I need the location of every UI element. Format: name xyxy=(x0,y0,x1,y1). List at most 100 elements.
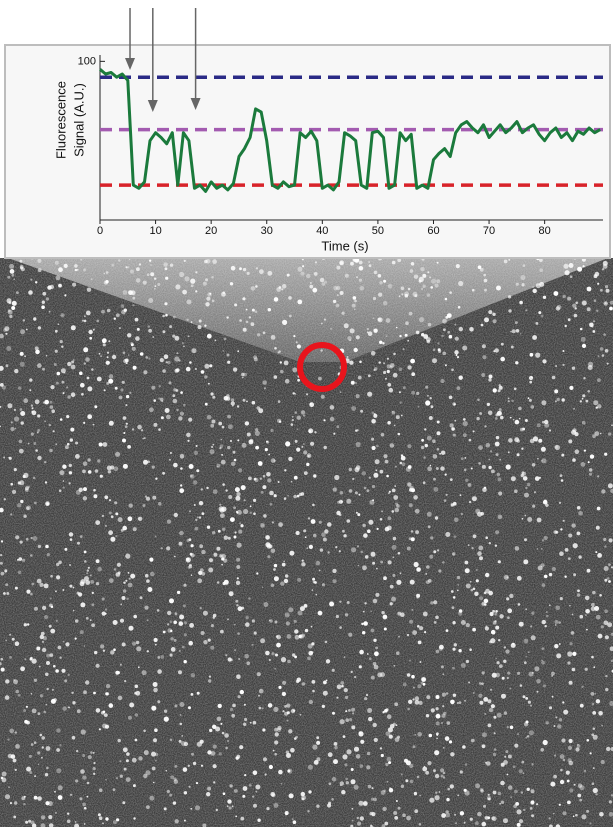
fluorescent-spot xyxy=(600,288,603,292)
fluorescent-spot xyxy=(151,751,156,757)
fluorescent-spot xyxy=(437,549,440,552)
fluorescent-spot xyxy=(286,703,291,708)
fluorescent-spot xyxy=(280,581,285,586)
fluorescent-spot xyxy=(521,760,525,764)
fluorescent-spot xyxy=(4,326,10,332)
fluorescent-spot xyxy=(201,549,206,555)
fluorescent-spot xyxy=(507,397,510,400)
fluorescent-spot xyxy=(316,757,321,762)
fluorescent-spot xyxy=(472,627,476,632)
fluorescent-spot xyxy=(418,823,422,826)
fluorescent-spot xyxy=(478,682,482,685)
fluorescent-spot xyxy=(307,643,313,649)
fluorescent-spot xyxy=(417,732,423,737)
fluorescent-spot xyxy=(507,785,513,790)
fluorescent-spot xyxy=(212,613,217,618)
fluorescent-spot xyxy=(56,768,62,774)
fluorescent-spot xyxy=(105,778,107,781)
fluorescent-spot xyxy=(173,555,176,558)
fluorescent-spot xyxy=(389,602,393,606)
fluorescent-spot xyxy=(121,380,125,384)
fluorescent-spot xyxy=(189,361,192,364)
fluorescent-spot xyxy=(99,474,103,478)
fluorescent-spot xyxy=(220,438,223,441)
fluorescent-spot xyxy=(248,476,252,481)
fluorescent-spot xyxy=(76,749,79,753)
fluorescent-spot xyxy=(157,700,161,704)
fluorescent-spot xyxy=(559,474,563,477)
fluorescent-spot xyxy=(593,666,596,669)
fluorescent-spot xyxy=(603,620,609,626)
fluorescent-spot xyxy=(148,357,151,360)
fluorescent-spot xyxy=(562,363,565,367)
fluorescent-spot xyxy=(609,646,613,651)
fluorescent-spot xyxy=(262,485,267,490)
fluorescent-spot xyxy=(408,537,412,541)
fluorescent-spot xyxy=(548,572,553,577)
fluorescent-spot xyxy=(342,529,345,533)
fluorescent-spot xyxy=(142,437,145,440)
fluorescent-spot xyxy=(568,533,573,538)
fluorescent-spot xyxy=(280,782,283,785)
fluorescent-spot xyxy=(144,573,149,578)
fluorescent-spot xyxy=(48,815,53,820)
fluorescent-spot xyxy=(595,525,600,530)
fluorescent-spot xyxy=(290,423,294,426)
fluorescent-spot xyxy=(115,313,120,318)
fluorescent-spot xyxy=(271,652,275,656)
fluorescent-spot xyxy=(19,408,23,411)
fluorescent-spot xyxy=(351,725,356,730)
fluorescent-spot xyxy=(443,328,446,332)
fluorescent-spot xyxy=(392,574,396,577)
fluorescent-spot xyxy=(514,489,518,494)
fluorescent-spot xyxy=(243,508,249,515)
fluorescent-spot xyxy=(5,639,8,642)
fluorescent-spot xyxy=(212,395,216,399)
fluorescent-spot xyxy=(452,433,456,437)
fluorescent-spot xyxy=(41,300,45,304)
fluorescent-spot xyxy=(525,309,528,312)
fluorescent-spot xyxy=(174,612,178,616)
fluorescent-spot xyxy=(573,783,576,786)
fluorescent-spot xyxy=(427,525,431,529)
fluorescent-spot xyxy=(253,357,258,362)
fluorescent-spot xyxy=(128,715,132,720)
fluorescent-spot xyxy=(334,474,340,481)
fluorescent-spot xyxy=(321,704,325,709)
fluorescent-spot xyxy=(571,613,574,616)
fluorescent-spot xyxy=(90,580,95,584)
fluorescent-spot xyxy=(62,486,65,489)
fluorescent-spot xyxy=(610,747,613,751)
fluorescent-spot xyxy=(429,797,435,803)
fluorescent-spot xyxy=(193,450,198,455)
fluorescent-spot xyxy=(163,354,169,360)
fluorescent-spot xyxy=(168,458,171,461)
fluorescent-spot xyxy=(383,370,387,375)
fluorescent-spot xyxy=(408,699,413,704)
fluorescent-spot xyxy=(416,391,420,395)
fluorescent-spot xyxy=(40,823,46,827)
fluorescent-spot xyxy=(229,784,233,788)
fluorescent-spot xyxy=(488,542,491,545)
fluorescent-spot xyxy=(120,528,124,532)
fluorescent-spot xyxy=(271,521,274,524)
fluorescent-spot xyxy=(48,823,54,827)
fluorescent-spot xyxy=(492,388,497,393)
x-axis-label: Time (s) xyxy=(321,238,368,253)
fluorescent-spot xyxy=(114,386,118,390)
fluorescent-spot xyxy=(72,282,77,287)
fluorescent-spot xyxy=(41,756,43,759)
fluorescent-spot xyxy=(74,637,77,640)
fluorescent-spot xyxy=(310,625,313,628)
fluorescent-spot xyxy=(333,759,338,765)
selection-circle xyxy=(297,342,347,392)
fluorescent-spot xyxy=(13,408,17,412)
fluorescent-spot xyxy=(391,596,397,602)
fluorescent-spot xyxy=(37,429,41,432)
fluorescent-spot xyxy=(83,806,87,810)
fluorescent-spot xyxy=(277,400,281,403)
fluorescent-spot xyxy=(266,543,272,549)
y-axis-label: Signal (A.U.) xyxy=(71,83,86,157)
fluorescent-spot xyxy=(442,673,445,676)
fluorescent-spot xyxy=(238,529,243,534)
